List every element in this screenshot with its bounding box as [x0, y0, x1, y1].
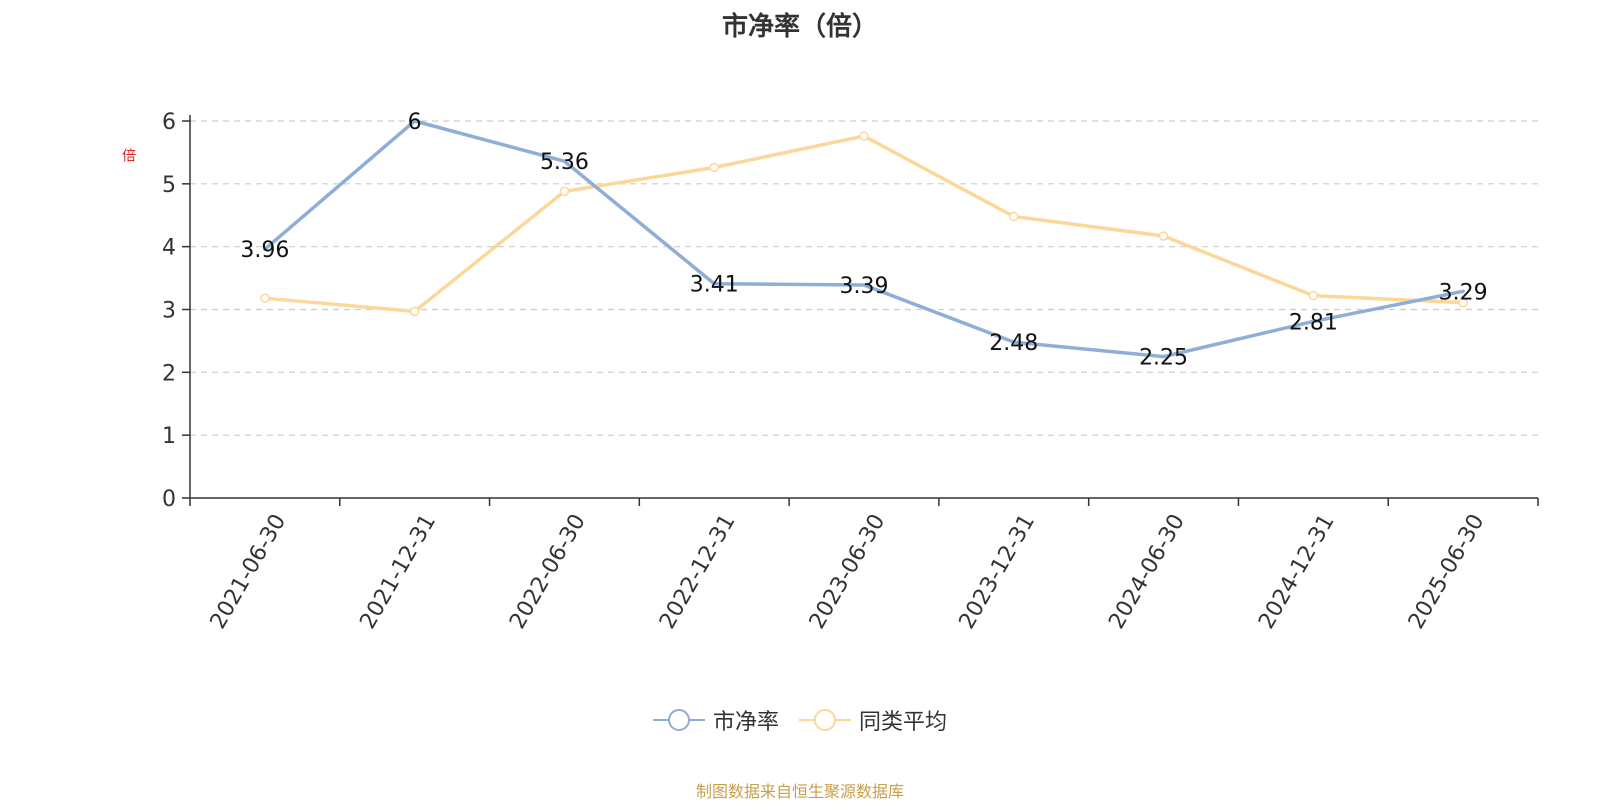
data-label: 2.48: [989, 331, 1038, 356]
series-point-1: [260, 293, 270, 303]
legend-item-pb[interactable]: 市净率: [652, 704, 779, 736]
data-label: 3.41: [690, 273, 739, 298]
data-label: 6: [408, 110, 422, 135]
x-tick-label: 2025-06-30: [1404, 510, 1490, 633]
series-point-1: [859, 131, 869, 141]
y-axis-unit-label: 倍: [120, 148, 136, 162]
x-tick-label: 2023-12-31: [955, 510, 1041, 633]
source-note: 制图数据来自恒生聚源数据库: [695, 782, 904, 801]
data-label: 2.81: [1289, 310, 1338, 335]
y-tick-label: 5: [162, 173, 176, 198]
data-label: 3.39: [840, 274, 889, 299]
chart-plot: 0 1 2 3 4 5 6 2021-06-30 2021-12-31 2022-06-30 202…: [162, 110, 1539, 633]
x-tick-label: 2021-06-30: [206, 510, 292, 633]
series-point-1: [1308, 290, 1319, 301]
series-point-1: [1158, 231, 1169, 241]
legend-label-pb: 市净率: [712, 710, 779, 735]
series-point-1: [409, 306, 420, 317]
y-tick-label: 4: [162, 236, 176, 261]
y-tick-label: 3: [162, 299, 176, 324]
x-tick-label: 2022-12-31: [655, 510, 741, 633]
series-line-0: [263, 119, 1465, 359]
legend: 市净率 同类平均: [0, 704, 1600, 736]
series-point-1: [1009, 211, 1019, 222]
legend-swatch-peer-avg-icon: [799, 709, 851, 731]
axes: 0 1 2 3 4 5 6 2021-06-30 2021-12-31 2022-06-30 202…: [162, 110, 1539, 633]
x-tick-label: 2023-06-30: [805, 510, 891, 633]
data-labels: 3.96 6 5.36 3.41 3.39 2.48 2.25 2.81 3.29: [240, 110, 1487, 371]
y-tick-label: 6: [162, 110, 176, 135]
series-point-1: [559, 186, 570, 197]
series-lines: [263, 119, 1465, 359]
y-tick-label: 0: [162, 487, 176, 512]
legend-swatch-pb-icon: [652, 709, 705, 731]
data-label: 3.29: [1439, 280, 1488, 305]
chart-title: 市净率（倍）: [721, 12, 878, 42]
data-label: 2.25: [1139, 346, 1188, 371]
x-tick-label: 2021-12-31: [355, 510, 441, 633]
series-point-1: [709, 162, 719, 173]
data-label: 3.96: [240, 238, 289, 263]
series-points: [260, 131, 1468, 317]
x-tick-label: 2024-12-31: [1254, 510, 1340, 633]
x-tick-label: 2022-06-30: [505, 510, 591, 633]
legend-label-peer-avg: 同类平均: [859, 710, 948, 735]
series-point-1: [1458, 297, 1468, 308]
y-tick-label: 1: [162, 424, 176, 449]
y-tick-label: 2: [162, 361, 176, 386]
data-label: 5.36: [540, 150, 589, 175]
legend-item-peer-avg[interactable]: 同类平均: [799, 704, 947, 736]
x-tick-label: 2024-06-30: [1104, 510, 1190, 633]
